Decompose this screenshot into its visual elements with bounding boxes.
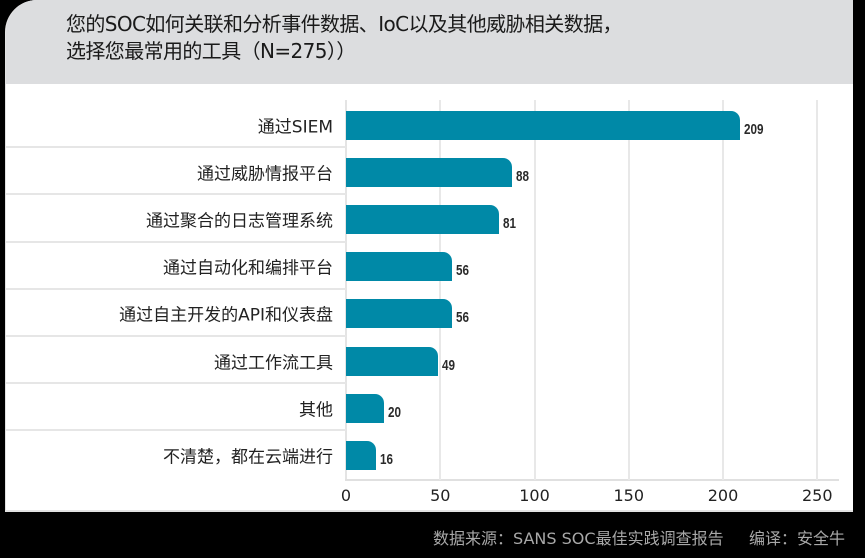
- category-label: 通过工作流工具: [214, 353, 333, 374]
- category-label: 通过SIEM: [257, 117, 333, 138]
- gridline: [722, 100, 724, 480]
- x-tick-label: 0: [340, 486, 352, 505]
- row-separator: [6, 146, 346, 149]
- bar: [346, 393, 384, 423]
- bar-value-label: 56: [455, 309, 469, 327]
- bar-value-label: 88: [515, 167, 529, 185]
- chart-title: 您的SOC如何关联和分析事件数据、IoC以及其他威胁相关数据， 选择您最常用的工…: [66, 11, 623, 65]
- row-separator: [6, 240, 346, 243]
- category-label: 不清楚，都在云端进行: [163, 447, 333, 468]
- bar: [346, 252, 452, 282]
- chart-header: 您的SOC如何关联和分析事件数据、IoC以及其他威胁相关数据， 选择您最常用的工…: [6, 0, 853, 84]
- bar-value-label: 16: [380, 451, 394, 468]
- chart-title-line-1: 您的SOC如何关联和分析事件数据、IoC以及其他威胁相关数据，: [66, 12, 623, 36]
- category-label: 通过自主开发的API和仪表盘: [119, 305, 333, 326]
- row-separator: [6, 287, 346, 290]
- row-separator: [6, 193, 346, 196]
- footer: 数据来源：SANS SOC最佳实践调查报告 编译：安全牛: [0, 516, 865, 558]
- source-note: 数据来源：SANS SOC最佳实践调查报告 编译：安全牛: [433, 529, 845, 548]
- x-tick-label: 150: [613, 486, 645, 505]
- x-tick-label: 250: [801, 486, 833, 505]
- x-axis-line: [345, 479, 839, 481]
- gridline: [533, 100, 536, 480]
- x-tick-label: 200: [707, 486, 739, 505]
- bar: [346, 110, 740, 140]
- bar-value-label: 209: [743, 120, 764, 138]
- bar: [346, 441, 377, 470]
- bar-value-label: 49: [442, 356, 456, 374]
- row-separator: [6, 335, 346, 337]
- bar-value-label: 56: [455, 262, 469, 280]
- category-label: 其他: [299, 400, 333, 421]
- y-axis-line: [345, 100, 347, 480]
- category-label: 通过威胁情报平台: [197, 164, 333, 185]
- chart-card: 您的SOC如何关联和分析事件数据、IoC以及其他威胁相关数据， 选择您最常用的工…: [5, 0, 853, 512]
- bar: [346, 205, 499, 234]
- gridline: [816, 100, 819, 480]
- x-tick-label: 50: [430, 486, 451, 505]
- chart-title-line-2: 选择您最常用的工具（N=275））: [66, 39, 356, 63]
- bar: [346, 157, 512, 187]
- category-label: 通过聚合的日志管理系统: [146, 211, 333, 232]
- bar-value-label: 81: [502, 215, 516, 232]
- x-tick-label: 100: [519, 486, 550, 505]
- bar: [346, 299, 452, 329]
- bar-value-label: 20: [387, 403, 401, 421]
- gridline: [439, 100, 442, 480]
- row-separator: [6, 382, 346, 385]
- gridline: [627, 100, 630, 480]
- plot-area: 0 50 100 150 200 250 通过SIEM 209 通过威胁情报平台 88 通过聚合的日…: [6, 84, 853, 510]
- row-separator: [6, 429, 346, 432]
- bar: [346, 346, 439, 376]
- category-label: 通过自动化和编排平台: [163, 258, 333, 279]
